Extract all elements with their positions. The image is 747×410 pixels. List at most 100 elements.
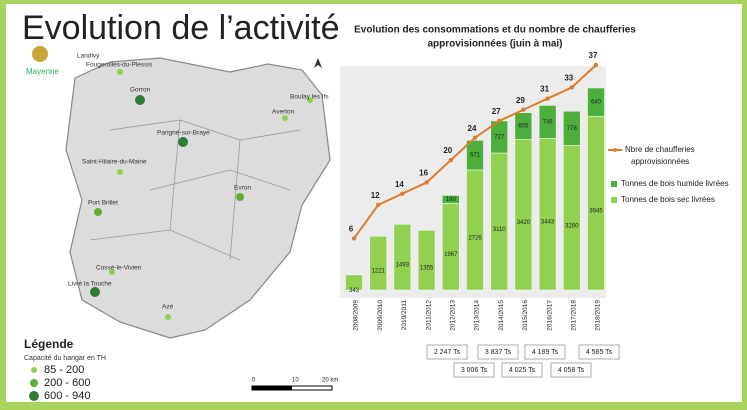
bar-segment bbox=[442, 195, 460, 204]
legend-label: 85 - 200 bbox=[44, 364, 84, 376]
town-marker bbox=[307, 97, 313, 103]
town-marker bbox=[135, 95, 145, 105]
town-label: Azé bbox=[162, 304, 174, 311]
bar-value-label: 3945 bbox=[589, 209, 603, 215]
bar-segment bbox=[466, 169, 484, 291]
legend-label: Tonnes de bois humide livrées bbox=[621, 179, 729, 188]
annotation: 4 058 Ts bbox=[558, 367, 585, 374]
line-value-label: 6 bbox=[349, 225, 354, 234]
town-marker bbox=[90, 287, 100, 297]
legend-label: 600 - 940 bbox=[44, 390, 90, 402]
x-tick-label: 2018/2019 bbox=[595, 300, 602, 331]
town-label: Landivy bbox=[77, 53, 100, 60]
x-tick-label: 2014/2015 bbox=[498, 300, 505, 331]
scale-bar-fill bbox=[252, 386, 292, 390]
town-marker bbox=[178, 137, 188, 147]
line-marker bbox=[448, 157, 453, 163]
bar-value-label: 727 bbox=[494, 135, 505, 141]
town-marker bbox=[282, 115, 288, 121]
line-value-label: 14 bbox=[395, 180, 404, 189]
town-label: Livré la Touche bbox=[68, 281, 112, 288]
line-value-label: 16 bbox=[419, 169, 428, 178]
bar-value-label: 1493 bbox=[396, 263, 410, 269]
bar-value-label: 1967 bbox=[444, 252, 458, 258]
x-tick-label: 2017/2018 bbox=[571, 300, 578, 331]
annotation-box bbox=[453, 362, 495, 378]
line-marker bbox=[521, 107, 526, 112]
bar-value-label: 671 bbox=[470, 153, 481, 159]
logo-icon bbox=[32, 46, 48, 62]
legend-subtitle: Capacité du hangar en TH bbox=[24, 355, 106, 362]
scale-label: 20 km bbox=[322, 378, 338, 384]
legend-marker bbox=[29, 391, 39, 401]
bar-segment bbox=[514, 139, 533, 291]
line-marker bbox=[497, 118, 502, 124]
x-tick-label: 2013/2014 bbox=[474, 300, 481, 331]
legend-title: Légende bbox=[24, 337, 74, 351]
annotation-box bbox=[578, 344, 620, 360]
bar-value-label: 1221 bbox=[372, 269, 386, 275]
legend-swatch bbox=[611, 181, 617, 187]
bar-value-label: 3280 bbox=[565, 223, 579, 229]
annotation: 3 837 Ts bbox=[485, 349, 512, 356]
legend-label: Nbre de chaufferies approvisionnées bbox=[625, 145, 695, 166]
x-tick-label: 2011/2012 bbox=[425, 300, 432, 331]
town-marker bbox=[94, 208, 102, 216]
scale-label: 0 bbox=[252, 378, 256, 384]
town-label: Evron bbox=[234, 185, 251, 192]
line-value-label: 29 bbox=[516, 96, 525, 105]
legend-marker bbox=[613, 148, 617, 152]
x-tick-label: 2008/2009 bbox=[353, 300, 360, 331]
bar-value-label: 180 bbox=[446, 197, 457, 203]
bar-segment bbox=[587, 115, 605, 291]
annotation: 4 189 Ts bbox=[532, 349, 559, 356]
town-marker bbox=[117, 69, 123, 75]
town-marker bbox=[236, 193, 244, 201]
slide-title: Evolution de l’activité bbox=[22, 9, 340, 47]
bar-segment bbox=[393, 223, 412, 291]
town-label: Parigné-sur-Braye bbox=[157, 130, 210, 137]
legend-marker bbox=[31, 367, 37, 373]
legend-swatch bbox=[611, 197, 617, 203]
town-label: Fougerolles-du-Plessis bbox=[86, 62, 153, 69]
annotation: 3 006 Ts bbox=[461, 367, 488, 374]
town-marker bbox=[165, 314, 171, 320]
bar-segment bbox=[538, 105, 557, 139]
bar-segment bbox=[345, 274, 363, 291]
north-arrow bbox=[314, 58, 322, 68]
annotation: 2 247 Ts bbox=[434, 349, 461, 356]
bar-value-label: 778 bbox=[567, 126, 578, 132]
bar-value-label: 1355 bbox=[420, 266, 434, 272]
town-label: Boulay les Ifs bbox=[290, 94, 329, 101]
line-marker bbox=[400, 191, 405, 196]
line-marker bbox=[569, 85, 574, 90]
bar-value-label: 640 bbox=[591, 100, 602, 106]
chart-title: Evolution des consommations et du nombre… bbox=[354, 25, 636, 36]
line-value-label: 33 bbox=[564, 73, 573, 82]
chart-subtitle: approvisionnées (juin à mai) bbox=[427, 39, 562, 50]
bar-segment bbox=[417, 230, 436, 291]
map-outline bbox=[65, 57, 331, 339]
bar-segment bbox=[490, 152, 508, 291]
annotation-box bbox=[550, 362, 592, 378]
town-label: Cossé-le-Vivien bbox=[96, 265, 142, 272]
bar-segment bbox=[442, 203, 460, 291]
line-value-label: 37 bbox=[589, 51, 598, 60]
line-value-label: 24 bbox=[468, 124, 477, 133]
x-tick-label: 2016/2017 bbox=[546, 300, 553, 331]
line-value-label: 20 bbox=[443, 146, 452, 155]
annotation: 4 025 Ts bbox=[509, 367, 536, 374]
bar-segment bbox=[587, 87, 605, 117]
legend-marker bbox=[30, 379, 38, 387]
bar-value-label: 3110 bbox=[493, 227, 507, 233]
line-marker bbox=[472, 135, 478, 140]
annotation-box bbox=[524, 344, 566, 360]
legend-label: Tonnes de bois sec livrées bbox=[621, 195, 715, 204]
x-tick-label: 2012/2013 bbox=[450, 300, 457, 331]
bar-segment bbox=[514, 112, 533, 140]
bar-value-label: 3420 bbox=[517, 220, 531, 226]
line-marker bbox=[424, 180, 429, 185]
bar-segment bbox=[563, 110, 581, 146]
bar-value-label: 3443 bbox=[541, 220, 555, 226]
annotation: 4 585 Ts bbox=[586, 349, 613, 356]
